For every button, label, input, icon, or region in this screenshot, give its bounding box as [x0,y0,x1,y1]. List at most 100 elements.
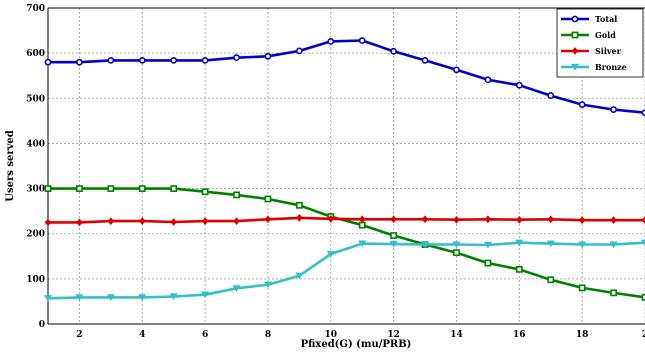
x-tick-label: 10 [325,330,338,340]
data-point [389,240,398,248]
data-point [327,214,335,223]
x-tick-label: 14 [450,330,463,340]
y-tick-label: 0 [39,320,45,330]
data-point [296,214,303,222]
x-axis-label: Pfixed(G) (mu/PRB) [301,339,412,350]
data-point [327,38,335,45]
data-point [610,289,617,297]
data-point [578,216,586,225]
series-line-gold [48,187,645,299]
legend-item-silver: Silver [561,46,622,56]
data-point [233,54,240,62]
data-point [107,185,115,192]
data-point [515,81,523,89]
legend: Total Gold Silver Bronze [556,8,644,78]
data-point [641,239,645,247]
legend-item-total: Total [561,14,617,24]
data-point [201,291,210,299]
data-point [201,217,209,225]
data-point [641,216,645,225]
data-point [107,217,115,225]
data-point [547,215,554,224]
data-point [610,216,617,225]
legend-item-gold: Gold [561,30,616,40]
data-point [358,37,366,44]
data-point [263,281,272,289]
data-point [516,215,523,224]
y-tick-label: 600 [26,49,45,59]
data-point [453,249,460,257]
data-point [453,66,460,74]
data-point [578,241,587,249]
data-point [170,218,177,226]
plot-area [48,8,645,324]
x-tick-label: 12 [387,330,400,340]
data-point [421,241,430,249]
data-point [44,295,52,302]
data-point [295,47,303,55]
legend-label: Total [595,14,617,24]
legend-item-bronze: Bronze [561,62,627,72]
data-point [201,56,209,64]
data-point [295,272,304,280]
series-line-silver [48,216,645,224]
data-point [421,56,429,64]
data-point [610,106,617,113]
data-point [483,241,492,249]
data-point [453,215,460,224]
axes: 2468101214161820100200300400500600700 [26,4,645,340]
x-tick-label: 2 [642,330,645,340]
data-point [571,63,579,71]
series-bronze [44,239,645,302]
data-point [201,188,209,196]
y-axis-label: Users served [5,130,16,202]
data-point [609,241,618,249]
data-point [170,185,178,192]
data-point [264,215,272,224]
data-point [138,56,146,64]
series-group [44,37,645,302]
y-tick-label: 300 [26,185,45,195]
legend-label: Bronze [595,62,627,72]
data-point [76,218,83,227]
data-point [138,294,147,301]
data-point [76,185,83,192]
data-point [578,284,586,292]
data-point [76,58,83,66]
data-point [546,240,555,248]
data-point [75,294,84,301]
series-total [44,37,645,117]
data-point [169,293,178,301]
data-point [571,15,579,23]
data-point [233,191,240,199]
data-point [421,215,429,224]
data-point [641,293,645,301]
y-tick-label: 400 [26,139,45,149]
data-point [358,215,366,224]
series-line-total [48,39,645,114]
data-point [390,215,397,224]
data-point [106,294,115,301]
data-point [484,259,492,267]
legend-label: Silver [595,46,622,56]
data-point [264,52,272,60]
series-silver [44,214,645,227]
data-point [452,241,461,249]
x-tick-label: 6 [202,330,208,340]
x-tick-label: 18 [576,330,589,340]
data-point [515,239,524,247]
data-point [107,56,115,64]
data-point [358,240,367,248]
data-point [139,217,146,225]
data-point [390,232,398,239]
data-point [138,185,146,192]
data-point [547,92,555,99]
y-tick-label: 100 [26,275,45,285]
data-point [390,47,398,55]
data-point [484,215,492,224]
x-tick-label: 8 [265,330,271,340]
data-point [571,31,579,39]
data-point [44,185,52,192]
series-line-bronze [47,241,645,300]
